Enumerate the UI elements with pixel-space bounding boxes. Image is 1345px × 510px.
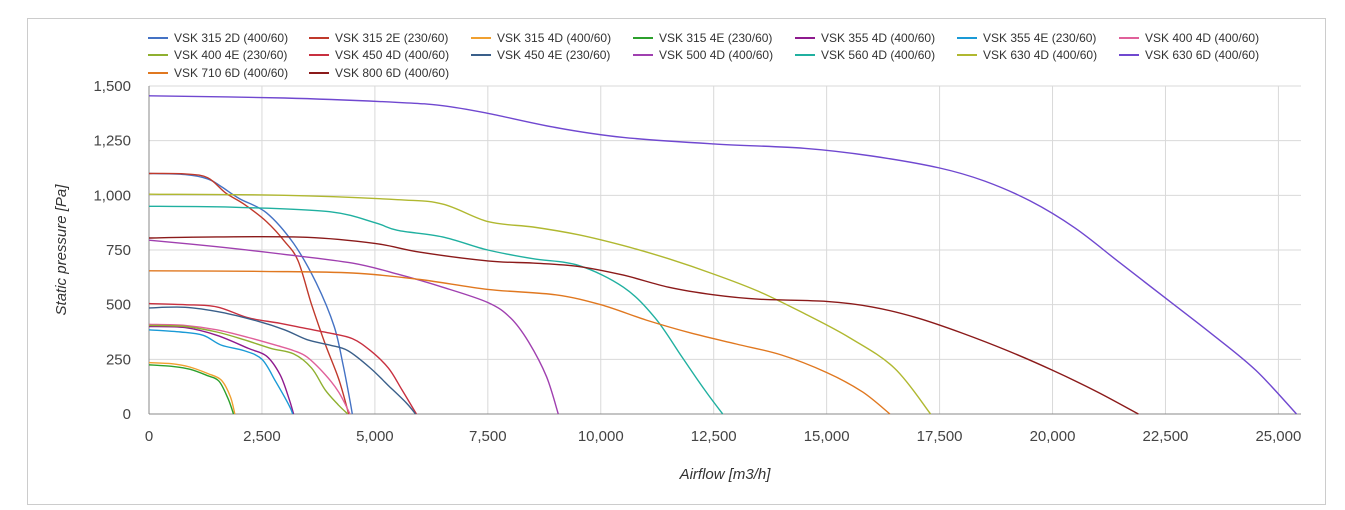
legend-item[interactable]: VSK 630 4D (400/60): [957, 48, 1097, 62]
legend-item[interactable]: VSK 355 4D (400/60): [795, 31, 935, 45]
x-tick-label: 15,000: [804, 428, 850, 445]
legend-label: VSK 315 4E (230/60): [659, 31, 772, 45]
legend-item[interactable]: VSK 450 4E (230/60): [471, 48, 610, 62]
series-line-3[interactable]: [148, 364, 235, 415]
y-tick-label: 500: [106, 297, 131, 314]
series-line-11[interactable]: [148, 205, 724, 415]
legend-item[interactable]: VSK 315 4E (230/60): [633, 31, 772, 45]
legend-item[interactable]: VSK 630 6D (400/60): [1119, 48, 1259, 62]
legend-item[interactable]: VSK 400 4E (230/60): [148, 48, 287, 62]
series-line-7[interactable]: [148, 324, 349, 415]
legend-label: VSK 450 4E (230/60): [497, 48, 610, 62]
series-lines: [148, 95, 1298, 415]
legend-label: VSK 450 4D (400/60): [335, 48, 449, 62]
legend-label: VSK 500 4D (400/60): [659, 48, 773, 62]
y-axis-title: Static pressure [Pa]: [53, 184, 70, 316]
legend-label: VSK 800 6D (400/60): [335, 66, 449, 80]
legend-item[interactable]: VSK 560 4D (400/60): [795, 48, 935, 62]
series-line-12[interactable]: [148, 193, 932, 415]
series-line-5[interactable]: [148, 329, 294, 415]
x-tick-label: 7,500: [469, 428, 507, 445]
x-tick-label: 10,000: [578, 428, 624, 445]
series-line-10[interactable]: [148, 239, 559, 415]
legend-item[interactable]: VSK 355 4E (230/60): [957, 31, 1096, 45]
legend-label: VSK 355 4D (400/60): [821, 31, 935, 45]
series-line-8[interactable]: [148, 302, 418, 415]
series-line-1[interactable]: [148, 172, 350, 415]
legend-item[interactable]: VSK 315 4D (400/60): [471, 31, 611, 45]
x-tick-label: 12,500: [691, 428, 737, 445]
series-line-0[interactable]: [148, 172, 353, 415]
legend-label: VSK 315 2E (230/60): [335, 31, 448, 45]
legend-label: VSK 560 4D (400/60): [821, 48, 935, 62]
series-line-9[interactable]: [148, 306, 417, 415]
legend-item[interactable]: VSK 800 6D (400/60): [309, 66, 449, 80]
legend-label: VSK 630 4D (400/60): [983, 48, 1097, 62]
x-axis-title: Airflow [m3/h]: [679, 466, 772, 483]
x-tick-label: 5,000: [356, 428, 394, 445]
series-line-15[interactable]: [148, 235, 1139, 415]
series-line-13[interactable]: [148, 95, 1298, 415]
tick-labels: 0 250 500 750 1,000 1,250 1,500 0 2,500 5,000 7,50…: [93, 78, 1301, 445]
y-tick-label: 1,500: [93, 78, 131, 95]
series-line-6[interactable]: [148, 323, 351, 415]
series-line-2[interactable]: [148, 361, 236, 415]
x-tick-label: 25,000: [1255, 428, 1301, 445]
legend-item[interactable]: VSK 400 4D (400/60): [1119, 31, 1259, 45]
y-tick-label: 1,250: [93, 133, 131, 150]
x-tick-label: 20,000: [1030, 428, 1076, 445]
y-tick-label: 250: [106, 351, 131, 368]
legend-item[interactable]: VSK 315 2E (230/60): [309, 31, 448, 45]
legend-label: VSK 710 6D (400/60): [174, 66, 288, 80]
grid-lines: [149, 85, 1301, 414]
legend-label: VSK 630 6D (400/60): [1145, 48, 1259, 62]
legend-label: VSK 400 4D (400/60): [1145, 31, 1259, 45]
legend-label: VSK 315 2D (400/60): [174, 31, 288, 45]
x-tick-label: 2,500: [243, 428, 281, 445]
series-line-4[interactable]: [148, 325, 295, 415]
legend-label: VSK 400 4E (230/60): [174, 48, 287, 62]
legend-label: VSK 315 4D (400/60): [497, 31, 611, 45]
legend-label: VSK 355 4E (230/60): [983, 31, 1096, 45]
y-tick-label: 750: [106, 242, 131, 259]
legend-item[interactable]: VSK 450 4D (400/60): [309, 48, 449, 62]
x-tick-label: 0: [145, 428, 153, 445]
x-tick-label: 22,500: [1143, 428, 1189, 445]
legend[interactable]: VSK 315 2D (400/60) VSK 315 2E (230/60) VS…: [148, 31, 1259, 80]
legend-item[interactable]: VSK 315 2D (400/60): [148, 31, 288, 45]
series-line-14[interactable]: [148, 270, 891, 415]
legend-item[interactable]: VSK 710 6D (400/60): [148, 66, 288, 80]
y-tick-label: 1,000: [93, 187, 131, 204]
x-tick-label: 17,500: [917, 428, 963, 445]
axes: [148, 86, 1301, 415]
y-tick-label: 0: [123, 406, 131, 423]
legend-item[interactable]: VSK 500 4D (400/60): [633, 48, 773, 62]
